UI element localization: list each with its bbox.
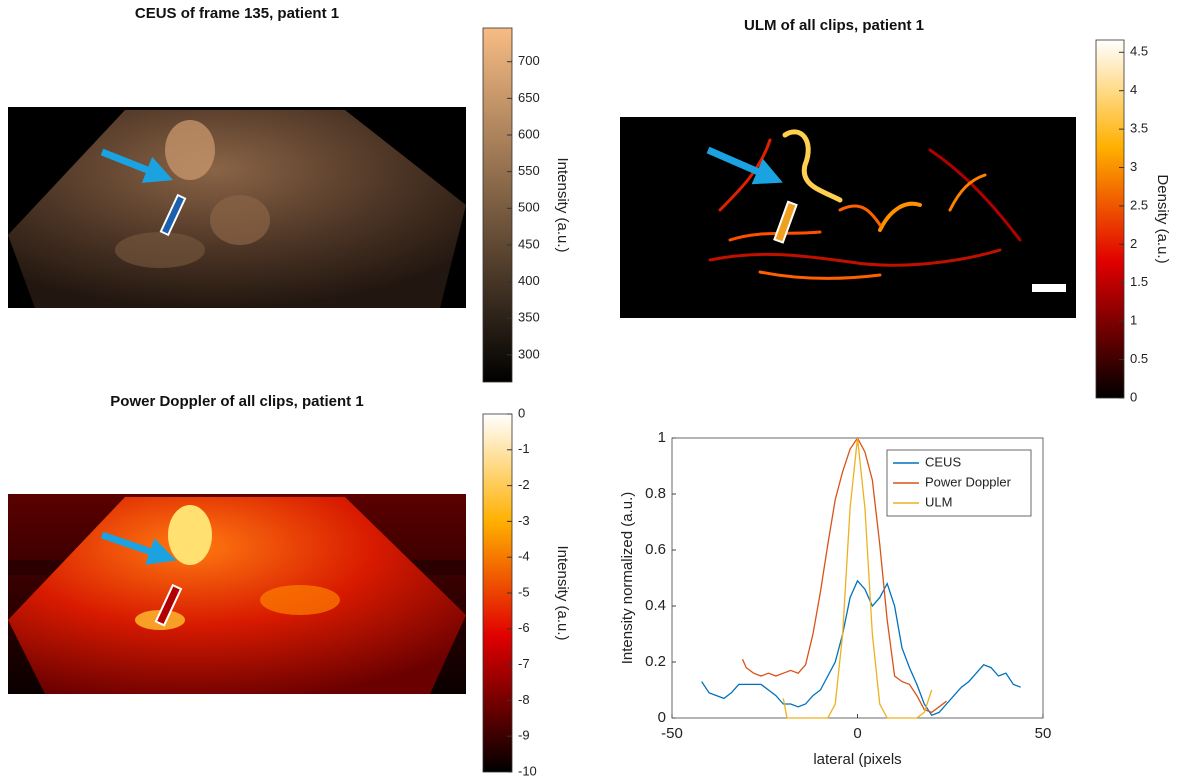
ceus-image	[8, 107, 466, 308]
colorbar-tick-label: 550	[518, 163, 540, 178]
colorbar-tick-label: -10	[518, 763, 537, 778]
colorbar-tick-label: -2	[518, 477, 530, 492]
colorbar-tick-label: 0.5	[1130, 351, 1148, 366]
legend-label: CEUS	[925, 454, 961, 469]
colorbar-tick-label: 700	[518, 53, 540, 68]
colorbar-tick-label: 500	[518, 200, 540, 215]
colorbar-tick-label: -1	[518, 441, 530, 456]
figure: CEUS of frame 135, patient 1 ULM of all …	[0, 0, 1184, 782]
ulm-image	[620, 117, 1076, 318]
colorbar-label: Density (a.u.)	[1154, 174, 1171, 263]
colorbar-tick-label: -7	[518, 656, 530, 671]
x-axis-label: lateral (pixels	[813, 751, 901, 768]
y-tick-label: 0	[658, 709, 666, 726]
colorbar-tick-label: 450	[518, 236, 540, 251]
x-tick-label: 0	[853, 725, 861, 742]
colorbar	[483, 28, 512, 382]
colorbar-tick-label: 300	[518, 346, 540, 361]
colorbar-tick-label: -3	[518, 513, 530, 528]
colorbar-label: Intensity (a.u.)	[554, 545, 571, 640]
y-tick-label: 0.8	[645, 485, 666, 502]
chart-title: ULM of all clips, patient 1	[744, 17, 924, 34]
x-tick-label: 50	[1035, 725, 1052, 742]
chart-title: CEUS of frame 135, patient 1	[135, 5, 339, 22]
power-doppler-image	[8, 494, 466, 694]
colorbar-tick-label: -6	[518, 620, 530, 635]
colorbar-tick-label: 1.5	[1130, 274, 1148, 289]
colorbar-tick-label: 3.5	[1130, 121, 1148, 136]
colorbar-label: Intensity (a.u.)	[554, 157, 571, 252]
y-tick-label: 0.4	[645, 597, 666, 614]
legend-label: Power Doppler	[925, 474, 1012, 489]
colorbar-tick-label: 1	[1130, 313, 1137, 328]
colorbar-tick-label: 4.5	[1130, 44, 1148, 59]
colorbar-tick-label: 4	[1130, 82, 1137, 97]
y-axis-label: Intensity normalized (a.u.)	[619, 492, 636, 665]
colorbar-tick-label: -4	[518, 549, 530, 564]
y-tick-label: 1	[658, 429, 666, 446]
colorbar-tick-label: -5	[518, 584, 530, 599]
chart-title: Power Doppler of all clips, patient 1	[110, 393, 363, 410]
colorbar-tick-label: 0	[1130, 389, 1137, 404]
y-tick-label: 0.2	[645, 653, 666, 670]
colorbar-tick-label: 3	[1130, 159, 1137, 174]
colorbar-tick-label: 600	[518, 126, 540, 141]
colorbar-tick-label: 2	[1130, 236, 1137, 251]
colorbar	[1096, 40, 1124, 398]
colorbar-tick-label: 350	[518, 310, 540, 325]
y-tick-label: 0.6	[645, 541, 666, 558]
colorbar-tick-label: 400	[518, 273, 540, 288]
colorbar-tick-label: 650	[518, 90, 540, 105]
colorbar-tick-label: 2.5	[1130, 197, 1148, 212]
colorbar-tick-label: 0	[518, 405, 525, 420]
x-tick-label: -50	[661, 725, 683, 742]
colorbar-tick-label: -8	[518, 692, 530, 707]
colorbar-tick-label: -9	[518, 728, 530, 743]
legend-label: ULM	[925, 494, 952, 509]
